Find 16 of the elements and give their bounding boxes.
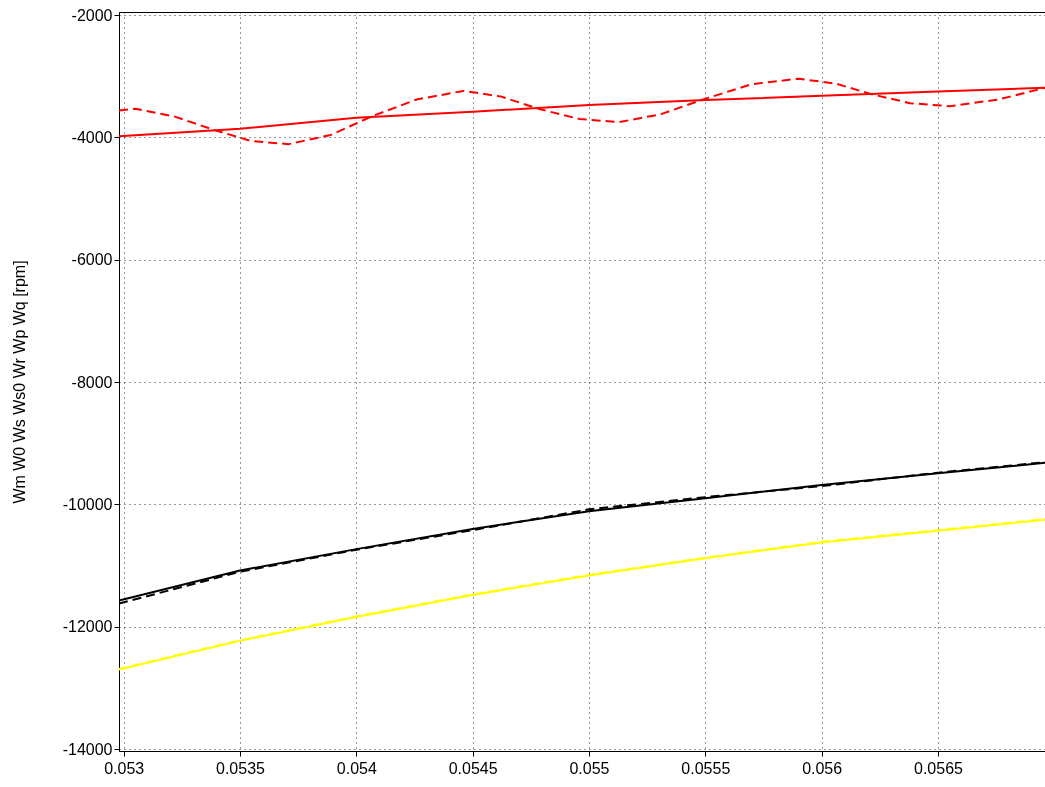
y-tick-label: -6000	[71, 251, 113, 269]
x-tick-label: 0.0535	[216, 759, 266, 777]
x-tick-label: 0.054	[336, 759, 377, 777]
y-tick-label: -8000	[71, 373, 113, 391]
x-tick-label: 0.055	[569, 759, 610, 777]
y-tick-label: -10000	[62, 495, 113, 513]
x-tick-label: 0.0545	[448, 759, 498, 777]
y-tick-label: -4000	[71, 128, 113, 146]
x-tick-label: 0.0555	[681, 759, 731, 777]
y-tick-label: -14000	[62, 740, 113, 758]
x-tick-label: 0.0565	[914, 759, 964, 777]
x-tick-label: 0.056	[802, 759, 843, 777]
x-tick-label: 0.053	[104, 759, 145, 777]
y-tick-label: -2000	[71, 6, 113, 24]
y-tick-label: -12000	[62, 618, 113, 636]
y-axis-title: Wm W0 Ws Ws0 Wr Wp Wq [rpm]	[10, 260, 28, 504]
